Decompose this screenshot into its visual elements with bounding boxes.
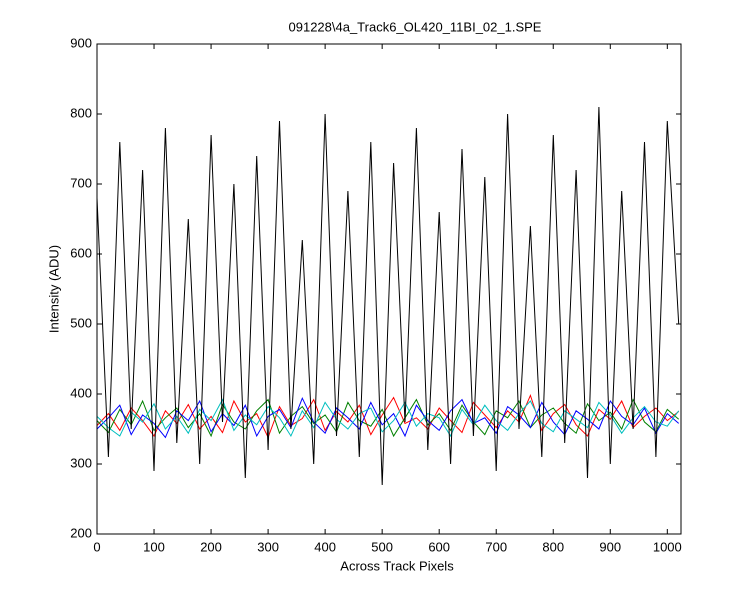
x-tick-label: 1000: [653, 539, 682, 554]
x-tick-label: 600: [428, 539, 450, 554]
y-tick-label: 500: [70, 315, 92, 330]
x-tick-label: 900: [599, 539, 621, 554]
x-axis-label: Across Track Pixels: [340, 558, 454, 573]
x-tick-label: 500: [371, 539, 393, 554]
plot-frame: [96, 43, 682, 535]
series-line: [96, 396, 680, 439]
y-tick-label: 600: [70, 245, 92, 260]
y-tick-label: 300: [70, 455, 92, 470]
y-tick-label: 700: [70, 175, 92, 190]
series-line: [96, 393, 680, 439]
x-tick-label: 100: [143, 539, 165, 554]
series-line: [96, 398, 680, 438]
y-tick-label: 400: [70, 385, 92, 400]
x-tick-label: 800: [542, 539, 564, 554]
y-axis-label: Intensity (ADU): [46, 245, 61, 333]
x-tick-label: 400: [314, 539, 336, 554]
x-tick-label: 700: [485, 539, 507, 554]
y-tick-label: 200: [70, 525, 92, 540]
x-tick-label: 200: [200, 539, 222, 554]
y-tick-label: 800: [70, 105, 92, 120]
x-tick-label: 0: [93, 539, 100, 554]
x-tick-label: 300: [257, 539, 279, 554]
chart-title: 091228\4a_Track6_OL420_11BI_02_1.SPE: [289, 19, 542, 34]
series-line: [96, 106, 680, 486]
y-tick-label: 900: [70, 35, 92, 50]
